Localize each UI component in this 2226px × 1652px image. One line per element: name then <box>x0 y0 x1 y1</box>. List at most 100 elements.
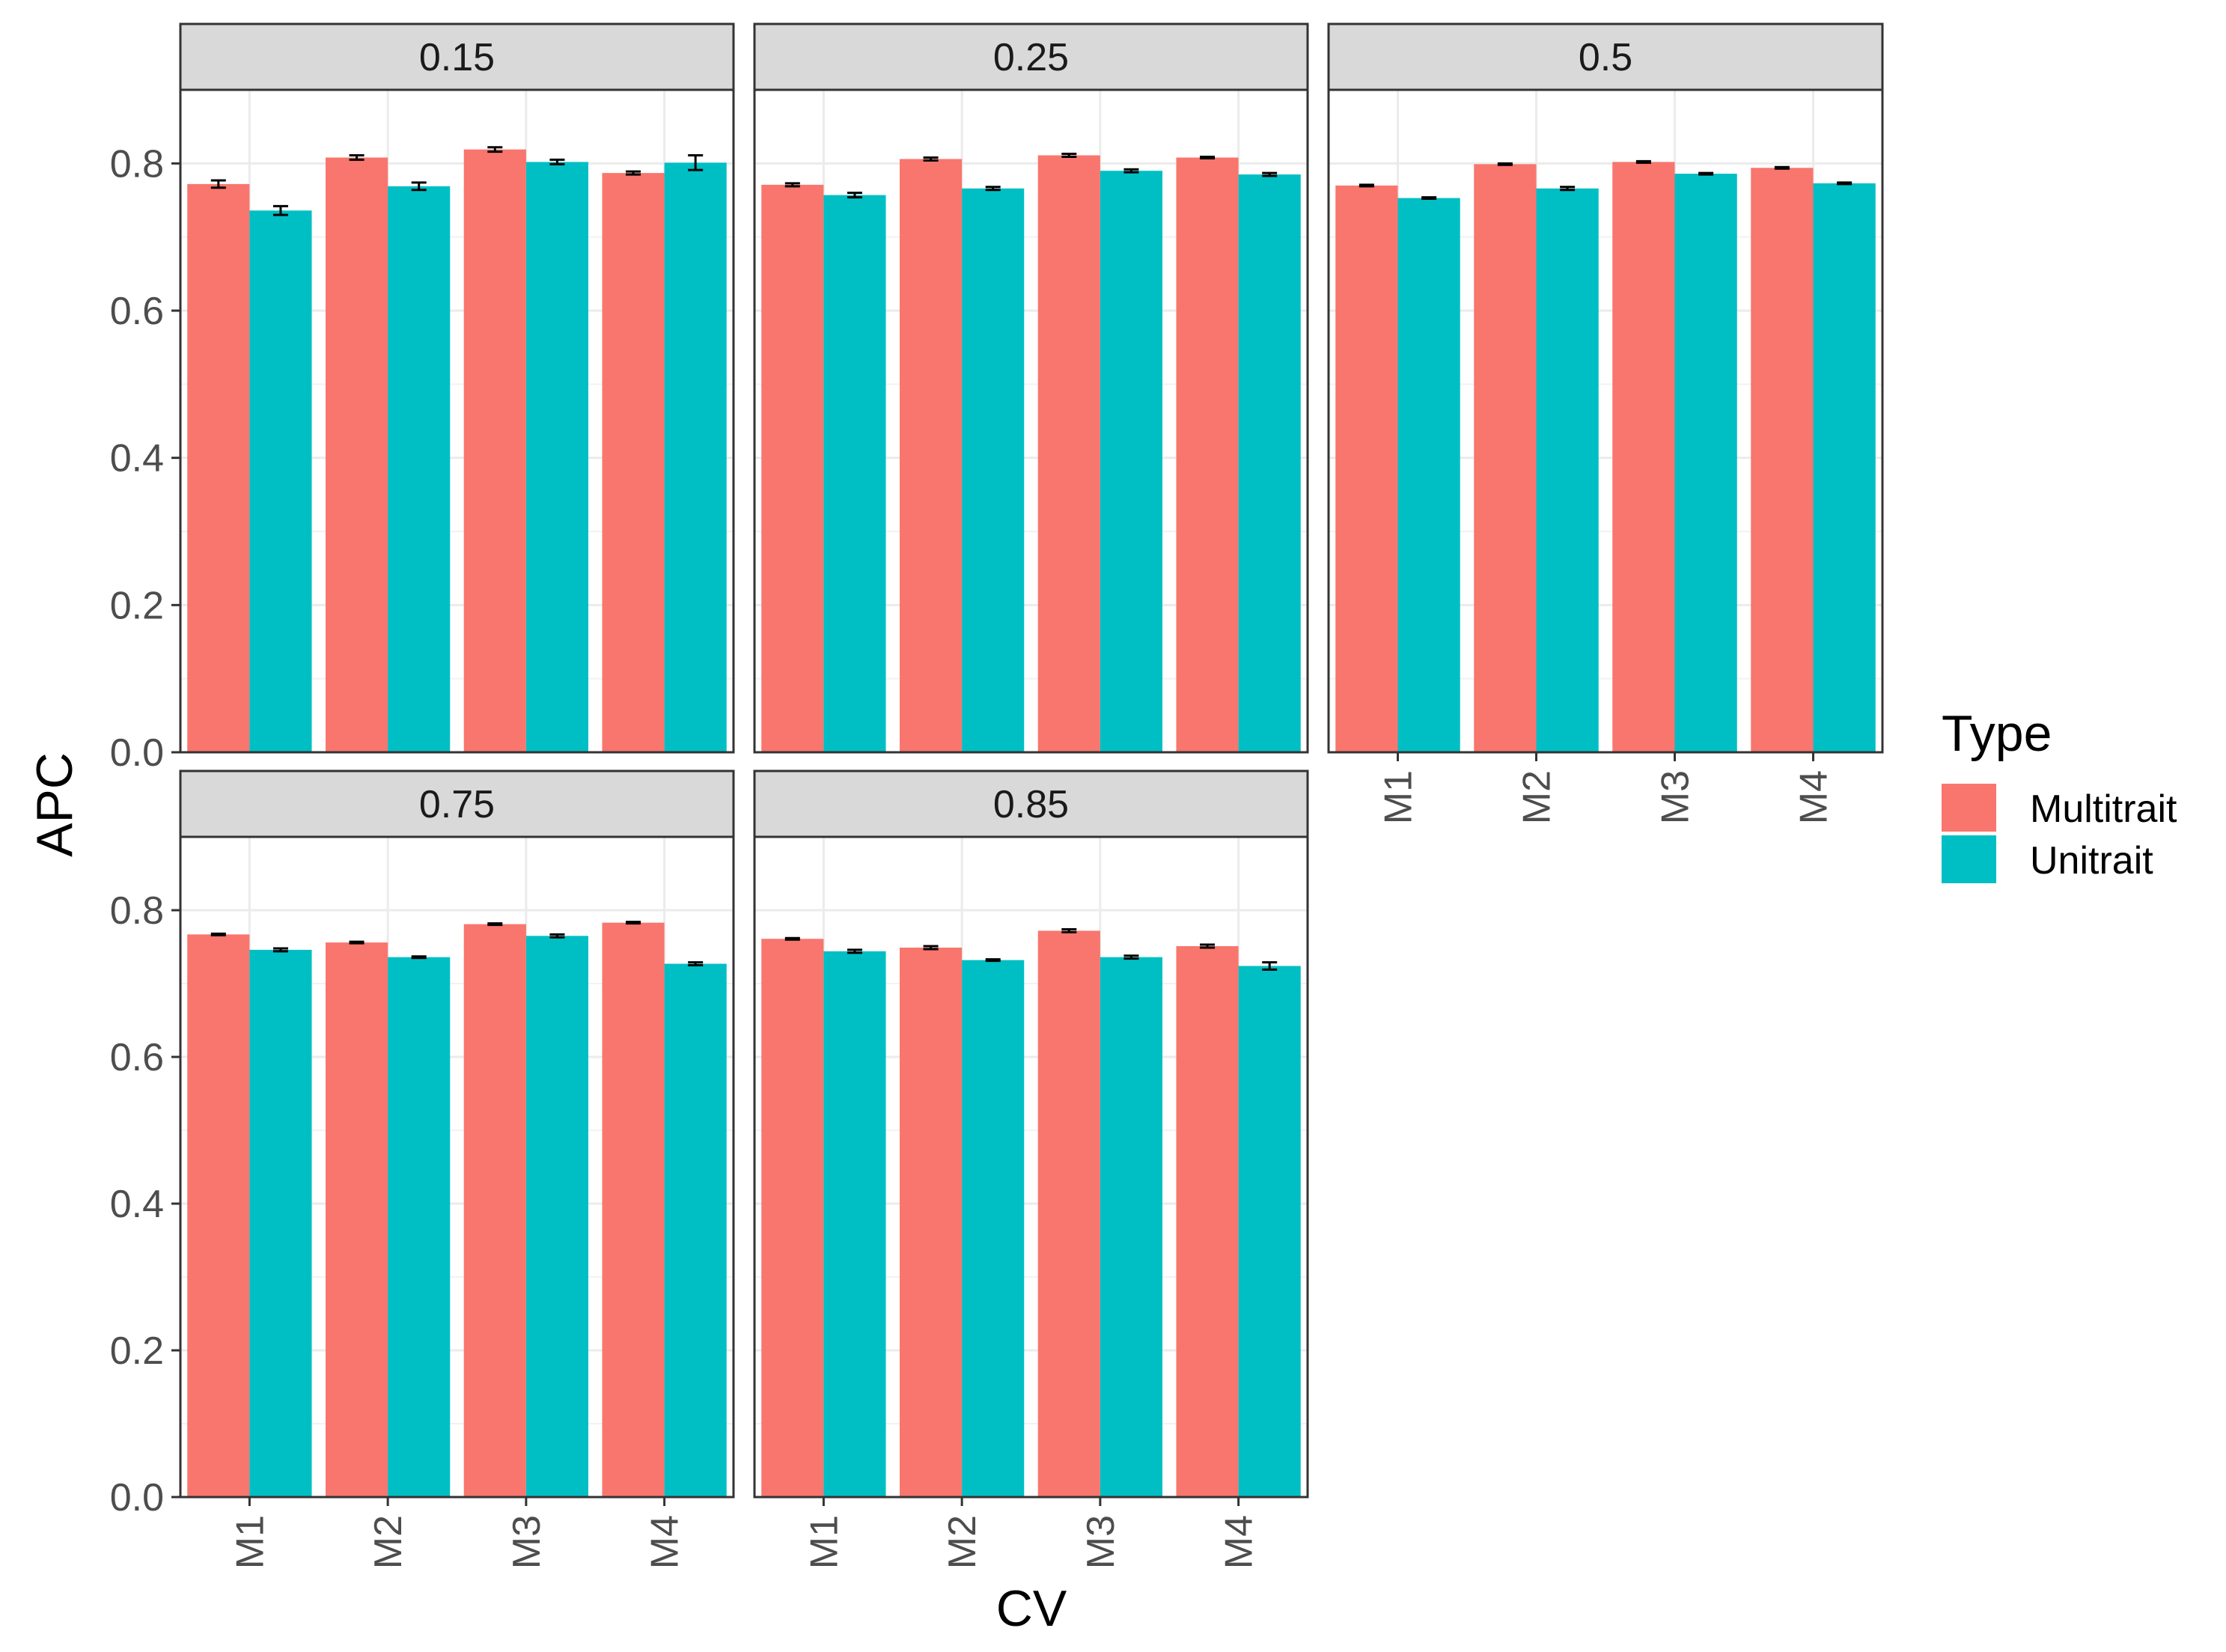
bar-unitrait <box>1100 171 1163 752</box>
facet-panels: 0.15 0.25 0.5 0.75 0.85 <box>179 22 1884 1499</box>
error-bar <box>688 154 704 171</box>
error-bar <box>549 933 565 939</box>
x-tick-label: M4 <box>1218 1515 1261 1569</box>
bar-multitrait <box>187 183 250 752</box>
x-tick-label: M3 <box>1079 1515 1123 1569</box>
legend: Type Multitrait Unitrait <box>1942 705 2177 883</box>
facet-panel: 0.5 <box>1327 22 1884 754</box>
bar-unitrait <box>249 949 312 1497</box>
facet-strip-label: 0.85 <box>993 783 1069 826</box>
y-tick-label: 0.2 <box>110 1329 164 1373</box>
error-bar <box>923 945 939 951</box>
error-bar <box>549 158 565 165</box>
error-bar <box>210 932 226 936</box>
x-tick-label: M1 <box>228 1515 272 1569</box>
bar-multitrait <box>1751 168 1814 752</box>
y-tick-label: 0.4 <box>110 1183 164 1226</box>
error-bar <box>985 958 1001 963</box>
facet-panel: 0.75 <box>179 769 735 1499</box>
bar-multitrait <box>1037 155 1100 752</box>
error-bar <box>1560 186 1576 192</box>
legend-label-multitrait: Multitrait <box>2030 787 2177 831</box>
facet-strip-label: 0.75 <box>419 783 495 826</box>
x-tick-label: M1 <box>1377 770 1421 824</box>
error-bar <box>210 179 226 189</box>
bar-unitrait <box>249 210 312 752</box>
panel-border <box>179 835 735 1499</box>
error-bar <box>1262 961 1278 971</box>
bar-multitrait <box>325 157 388 752</box>
bar-multitrait <box>602 173 665 752</box>
error-bar <box>626 170 641 176</box>
bar-unitrait <box>1100 957 1163 1497</box>
error-bar <box>1200 943 1216 949</box>
facet-strip-label: 0.25 <box>993 36 1069 79</box>
error-bar <box>1359 183 1374 188</box>
facet-strip <box>1327 22 1884 91</box>
bar-multitrait <box>1176 157 1239 752</box>
bar-unitrait <box>388 957 451 1497</box>
x-tick-label: M4 <box>1793 770 1836 824</box>
bar-multitrait <box>602 922 665 1497</box>
y-tick-label: 0.8 <box>110 889 164 933</box>
error-bar <box>1200 155 1216 159</box>
error-bar <box>349 154 365 161</box>
y-axis-title: APC <box>26 752 83 857</box>
bar-unitrait <box>823 951 886 1497</box>
error-bar <box>923 156 939 162</box>
legend-title: Type <box>1942 705 2052 762</box>
x-axis-title: CV <box>996 1580 1067 1637</box>
bar-unitrait <box>962 960 1025 1497</box>
error-bar <box>784 936 800 941</box>
error-bar <box>1421 196 1437 201</box>
bar-multitrait <box>761 939 824 1497</box>
bar-multitrait <box>187 934 250 1497</box>
bar-unitrait <box>525 162 589 752</box>
error-bar <box>487 922 503 927</box>
bar-unitrait <box>1238 174 1301 753</box>
legend-label-unitrait: Unitrait <box>2030 839 2153 883</box>
bar-unitrait <box>962 188 1025 752</box>
bar-unitrait <box>823 195 886 752</box>
facet-strip-label: 0.5 <box>1579 36 1632 79</box>
y-tick-label: 0.6 <box>110 290 164 333</box>
y-tick-label: 0.4 <box>110 437 164 481</box>
error-bar <box>1698 171 1714 176</box>
error-bar <box>487 146 503 153</box>
facet-panel: 0.25 <box>753 22 1309 754</box>
error-bar <box>985 186 1001 192</box>
bar-multitrait <box>463 924 526 1497</box>
bar-multitrait <box>899 159 963 752</box>
x-tick-label: M1 <box>802 1515 846 1569</box>
y-tick-label: 0.2 <box>110 584 164 627</box>
error-bar <box>272 204 288 216</box>
error-bar <box>688 961 704 966</box>
bar-unitrait <box>664 162 727 753</box>
x-tick-label: M3 <box>1654 770 1698 824</box>
bar-multitrait <box>463 149 526 752</box>
bar-unitrait <box>388 186 451 753</box>
bar-multitrait <box>1474 164 1537 753</box>
error-bar <box>1262 171 1278 177</box>
legend-key-unitrait <box>1942 835 1996 883</box>
error-bar <box>1635 159 1651 164</box>
error-bar <box>1061 927 1077 933</box>
bar-unitrait <box>1674 174 1737 753</box>
y-tick-label: 0.6 <box>110 1036 164 1079</box>
error-bar <box>411 955 427 960</box>
error-bar <box>784 182 800 188</box>
y-axes: 0.0 0.2 0.4 0.6 0.8 0.0 0.2 0.4 0.6 0.8 <box>110 142 180 1520</box>
x-tick-label: M2 <box>941 1515 984 1569</box>
bar-unitrait <box>664 963 727 1497</box>
bar-unitrait <box>1238 966 1301 1497</box>
bar-multitrait <box>325 942 388 1497</box>
error-bar <box>349 940 365 945</box>
error-bar <box>626 921 641 925</box>
x-tick-label: M4 <box>644 1515 687 1569</box>
error-bar <box>1123 168 1139 174</box>
bar-multitrait <box>1335 185 1398 753</box>
x-tick-label: M2 <box>1516 770 1559 824</box>
x-axes: M1 M2 M3 M4 M1 M2 M3 M4 M1 M2 M3 M4 <box>228 752 1836 1569</box>
facet-strip <box>179 22 735 91</box>
